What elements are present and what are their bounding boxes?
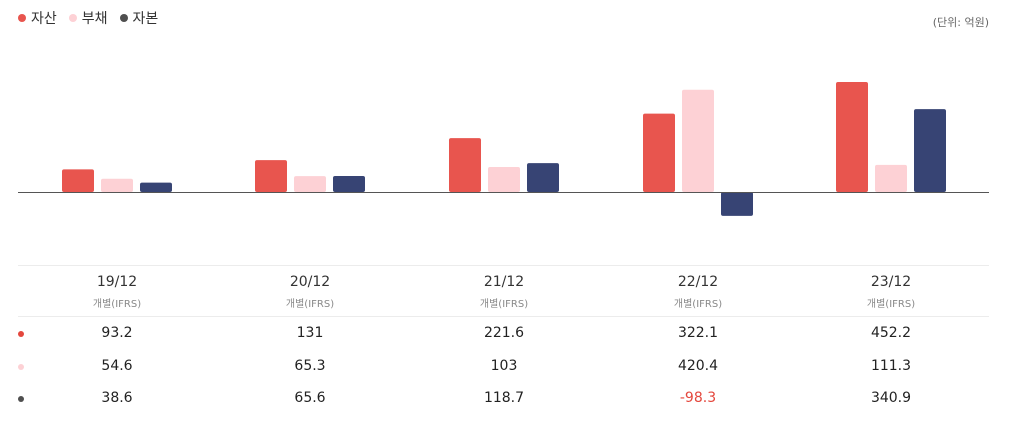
- table-cell: 38.6: [101, 390, 133, 406]
- bar-equity-19-12[interactable]: [140, 182, 172, 192]
- bar-liabilities-21-12[interactable]: [488, 166, 520, 192]
- period-label: 23/12: [870, 274, 912, 290]
- period-label: 20/12: [289, 274, 331, 290]
- table-cell: 103: [490, 358, 518, 374]
- bar-equity-23-12[interactable]: [914, 109, 946, 192]
- bar-liabilities-23-12[interactable]: [875, 164, 907, 192]
- table-header-divider: [18, 316, 989, 317]
- table-cell: 65.6: [294, 390, 326, 406]
- table-cell: -98.3: [679, 390, 717, 406]
- unit-label: (단위: 억원): [932, 16, 989, 29]
- table-cell: 65.3: [294, 358, 326, 374]
- chart-table-divider: [18, 265, 989, 266]
- period-label: 22/12: [677, 274, 719, 290]
- legend-dot-assets: [18, 14, 26, 22]
- bar-equity-20-12[interactable]: [333, 176, 365, 192]
- legend-item-equity[interactable]: 자본: [119, 8, 159, 28]
- row-marker-dot: [18, 364, 24, 370]
- period-sublabel: 개별(IFRS): [673, 299, 723, 310]
- table-cell: 322.1: [677, 325, 719, 341]
- table-cell: 118.7: [483, 390, 525, 406]
- bar-liabilities-19-12[interactable]: [101, 178, 133, 192]
- period-sublabel: 개별(IFRS): [285, 299, 335, 310]
- period-label: 21/12: [483, 274, 525, 290]
- legend-dot-liabilities: [68, 14, 77, 22]
- legend-item-liabilities[interactable]: 부채: [68, 8, 108, 28]
- row-marker-dot: [18, 331, 24, 337]
- bar-chart: [18, 82, 989, 216]
- bar-assets-22-12[interactable]: [643, 113, 675, 192]
- legend-label-liabilities: 부채: [81, 11, 108, 27]
- table-cell: 452.2: [870, 325, 912, 341]
- period-label: 19/12: [96, 274, 138, 290]
- legend-label-assets: 자산: [31, 11, 57, 27]
- chart-legend: 자산 부채 자본: [18, 8, 158, 28]
- table-cell: 221.6: [483, 325, 525, 341]
- legend-label-equity: 자본: [132, 11, 159, 27]
- table-cell: 420.4: [677, 358, 719, 374]
- table-cell: 340.9: [870, 390, 912, 406]
- period-sublabel: 개별(IFRS): [479, 299, 529, 310]
- bar-assets-23-12[interactable]: [836, 82, 868, 192]
- table-cell: 54.6: [101, 358, 133, 374]
- table-cell: 93.2: [101, 325, 133, 341]
- bar-assets-20-12[interactable]: [255, 160, 287, 192]
- bar-equity-22-12[interactable]: [721, 192, 753, 216]
- table-cell: 111.3: [870, 358, 912, 374]
- bar-liabilities-22-12[interactable]: [682, 89, 714, 192]
- period-sublabel: 개별(IFRS): [92, 299, 142, 310]
- bar-assets-21-12[interactable]: [449, 138, 481, 192]
- legend-item-assets[interactable]: 자산: [18, 8, 57, 28]
- legend-dot-equity: [119, 14, 128, 22]
- table-cell: 131: [296, 325, 324, 341]
- bar-assets-19-12[interactable]: [62, 169, 94, 192]
- bar-equity-21-12[interactable]: [527, 163, 559, 192]
- bar-liabilities-20-12[interactable]: [294, 176, 326, 192]
- row-marker-dot: [18, 396, 24, 402]
- period-sublabel: 개별(IFRS): [866, 299, 916, 310]
